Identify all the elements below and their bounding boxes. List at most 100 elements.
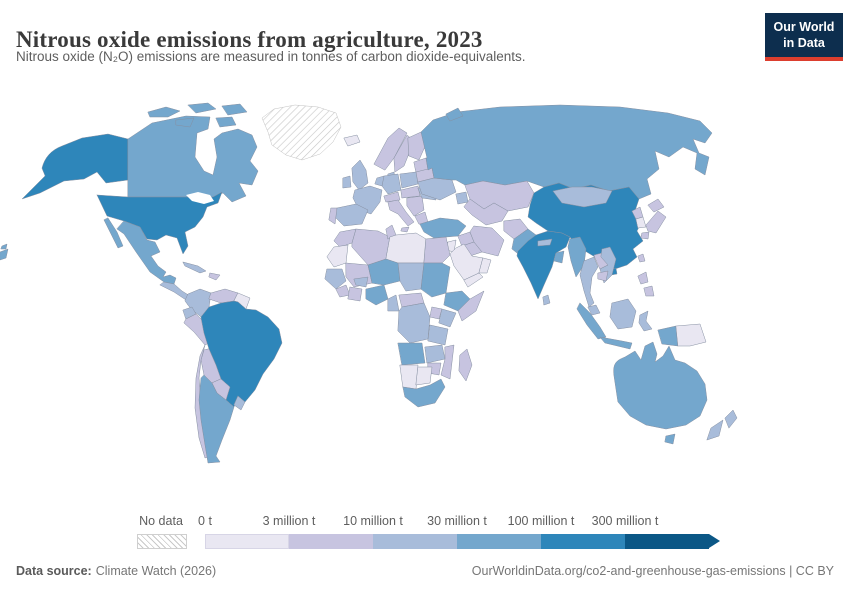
country-borneo[interactable] [609, 298, 637, 330]
country-alaska[interactable] [21, 133, 129, 200]
country-nigeria[interactable] [365, 284, 389, 306]
country-italy[interactable] [387, 199, 415, 227]
country-canada-arctic-1[interactable] [147, 106, 181, 118]
country-ireland[interactable] [342, 175, 352, 189]
country-yemen[interactable] [463, 272, 484, 288]
country-cuba[interactable] [182, 261, 207, 274]
country-papua-new-guinea[interactable] [675, 323, 707, 347]
country-zambia[interactable] [424, 344, 446, 364]
country-pacific-fragment[interactable] [0, 248, 9, 261]
country-namibia[interactable] [399, 364, 419, 390]
legend-bin-0-3m[interactable] [205, 534, 289, 549]
country-taiwan[interactable] [637, 253, 646, 263]
country-senegal-guinea[interactable] [324, 268, 347, 290]
great-lakes [186, 192, 214, 204]
country-hispaniola[interactable] [208, 272, 221, 281]
country-botswana[interactable] [415, 366, 433, 386]
country-south-korea[interactable] [635, 216, 647, 229]
country-turkey[interactable] [419, 217, 467, 239]
country-pacific-fragment-2[interactable] [0, 243, 8, 250]
country-china[interactable] [527, 182, 644, 270]
owid-logo[interactable]: Our World in Data [765, 13, 843, 61]
country-finland[interactable] [407, 131, 428, 161]
country-myanmar[interactable] [567, 236, 587, 278]
country-iran[interactable] [469, 225, 505, 257]
country-philippines-south[interactable] [643, 285, 655, 297]
country-oman[interactable] [478, 257, 492, 274]
country-japan-hokkaido[interactable] [647, 198, 665, 213]
country-united-kingdom[interactable] [351, 159, 369, 191]
country-central-asia[interactable] [463, 198, 509, 226]
country-iceland[interactable] [343, 134, 361, 147]
country-angola[interactable] [397, 342, 426, 366]
country-norway[interactable] [373, 127, 408, 171]
legend-tick-5: 300 million t [591, 514, 659, 528]
country-chad[interactable] [397, 262, 425, 292]
country-somalia[interactable] [457, 290, 485, 322]
country-argentina[interactable] [198, 374, 235, 464]
country-spain[interactable] [333, 203, 369, 227]
country-western-sahara[interactable] [326, 244, 349, 268]
country-australia[interactable] [613, 341, 708, 430]
country-tanzania[interactable] [427, 324, 449, 346]
country-tasmania[interactable] [664, 433, 676, 445]
country-canada-arctic-5[interactable] [215, 116, 237, 128]
country-java[interactable] [599, 336, 633, 350]
legend-bin-300m-plus[interactable] [625, 534, 709, 549]
legend-bin-100-300m[interactable] [541, 534, 625, 549]
country-madagascar[interactable] [458, 348, 473, 382]
owid-url-link[interactable]: OurWorldinData.org/co2-and-greenhouse-ga… [471, 564, 834, 578]
country-portugal[interactable] [328, 207, 338, 225]
country-ivory-ghana[interactable] [347, 286, 363, 302]
country-benelux[interactable] [374, 175, 385, 187]
country-balkans[interactable] [406, 195, 425, 217]
country-cameroon[interactable] [387, 294, 400, 312]
country-novaya-zemlya[interactable] [445, 107, 464, 122]
country-central-europe[interactable] [400, 185, 421, 199]
country-poland[interactable] [399, 171, 419, 189]
country-new-zealand-south[interactable] [706, 419, 724, 441]
country-uruguay[interactable] [233, 395, 246, 411]
country-uganda[interactable] [429, 306, 443, 320]
country-caucasus[interactable] [455, 191, 469, 205]
country-dr-congo[interactable] [397, 302, 431, 344]
legend-bin-10-30m[interactable] [373, 534, 457, 549]
country-central-america[interactable] [159, 281, 191, 301]
country-alpine[interactable] [383, 191, 401, 203]
country-bangladesh[interactable] [553, 250, 565, 264]
country-philippines-north[interactable] [637, 271, 649, 285]
country-nepal[interactable] [537, 238, 553, 247]
country-japan-kyushu[interactable] [640, 231, 650, 240]
country-sri-lanka[interactable] [542, 294, 551, 306]
country-greenland[interactable] [261, 104, 342, 161]
country-south-africa[interactable] [402, 378, 446, 408]
country-germany[interactable] [381, 173, 402, 195]
country-kenya[interactable] [438, 308, 457, 328]
country-canada[interactable] [127, 115, 259, 203]
country-burkina-faso[interactable] [353, 276, 369, 288]
country-libya[interactable] [385, 232, 427, 264]
country-sulawesi[interactable] [638, 310, 653, 332]
country-mongolia[interactable] [552, 186, 613, 208]
country-mexico-baja[interactable] [103, 217, 124, 249]
legend-bin-3-10m[interactable] [289, 534, 373, 549]
country-egypt[interactable] [423, 236, 451, 264]
country-canada-arctic-3[interactable] [221, 103, 248, 116]
country-mozambique[interactable] [440, 344, 455, 380]
owid-logo-box: Our World in Data [765, 13, 843, 57]
country-russia[interactable] [420, 104, 713, 200]
country-sudan[interactable] [420, 262, 451, 298]
country-mexico[interactable] [116, 220, 177, 285]
country-new-zealand-north[interactable] [724, 409, 738, 429]
country-malaysia[interactable] [587, 304, 601, 316]
country-west-papua[interactable] [657, 325, 679, 347]
country-cambodia[interactable] [597, 270, 609, 282]
country-morocco[interactable] [333, 228, 357, 248]
country-japan-honshu[interactable] [645, 210, 667, 234]
country-thailand[interactable] [579, 256, 599, 308]
legend-bin-30-100m[interactable] [457, 534, 541, 549]
country-canada-arctic-4[interactable] [175, 117, 195, 128]
country-canada-arctic-2[interactable] [187, 102, 217, 114]
legend-no-data-swatch[interactable] [137, 534, 187, 549]
country-sicily[interactable] [400, 226, 410, 233]
